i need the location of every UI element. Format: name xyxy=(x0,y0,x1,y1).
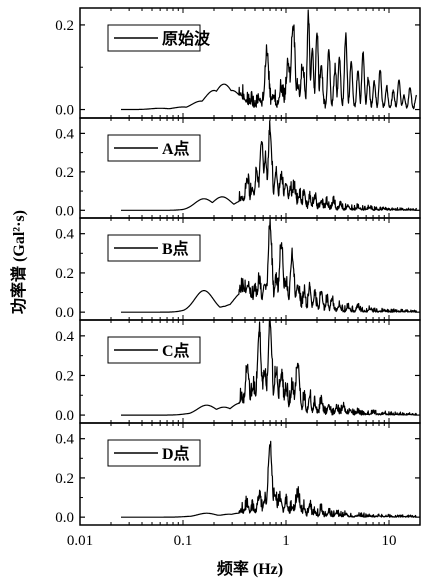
panel-frame xyxy=(79,319,421,424)
spectrum-line xyxy=(120,440,417,518)
panel-2: 0.0 0.2 0.4 A点 xyxy=(55,117,421,219)
y-tick-label: 0.2 xyxy=(55,368,74,384)
panel-frame xyxy=(79,422,421,526)
legend-label: D点 xyxy=(162,444,190,463)
legend-label: 原始波 xyxy=(162,29,211,48)
x-tick-label: 0.01 xyxy=(67,533,93,549)
x-tick-label: 10 xyxy=(381,533,396,549)
y-tick-label: 0.2 xyxy=(55,266,74,282)
panel-frame xyxy=(79,217,421,321)
y-tick-label: 0.4 xyxy=(55,126,74,142)
panel-3: 0.0 0.2 0.4 B点 xyxy=(55,217,421,321)
spectrum-line xyxy=(120,9,418,111)
y-tick-label: 0.0 xyxy=(55,203,74,219)
y-tick-label: 0.2 xyxy=(55,18,74,34)
x-tick-label: 1 xyxy=(282,533,290,549)
panel-frame xyxy=(79,117,421,219)
x-axis-title: 频率 (Hz) xyxy=(217,559,283,578)
x-axis-ticks: 0.01 0.1 1 10 xyxy=(67,533,397,549)
y-tick-label: 0.0 xyxy=(55,408,74,424)
y-tick-label: 0.4 xyxy=(55,432,74,448)
y-tick-label: 0.0 xyxy=(55,103,74,119)
y-tick-label: 0.0 xyxy=(55,510,74,526)
legend-label: C点 xyxy=(162,341,190,360)
legend-label: A点 xyxy=(162,139,190,158)
y-tick-label: 0.0 xyxy=(55,305,74,321)
y-tick-label: 0.4 xyxy=(55,329,74,345)
x-tick-label: 0.1 xyxy=(174,533,193,549)
legend-label: B点 xyxy=(162,239,189,258)
panel-group: 0.0 0.2 原始波 0.0 0.2 0.4 A点 0.0 0.2 0.4 B点 0.0 0.2 0.4… xyxy=(55,7,421,526)
spectrum-line xyxy=(120,120,418,211)
panel-1: 0.0 0.2 原始波 xyxy=(55,7,421,119)
spectrum-line xyxy=(120,218,418,313)
spectrum-line xyxy=(120,320,418,416)
y-tick-label: 0.2 xyxy=(55,165,74,181)
y-axis-title: 功率谱 (Gal²·s) xyxy=(9,210,28,314)
y-tick-label: 0.2 xyxy=(55,471,74,487)
panel-5: 0.0 0.2 0.4 D点 xyxy=(55,422,421,526)
y-tick-label: 0.4 xyxy=(55,227,74,243)
panel-4: 0.0 0.2 0.4 C点 xyxy=(55,319,421,424)
